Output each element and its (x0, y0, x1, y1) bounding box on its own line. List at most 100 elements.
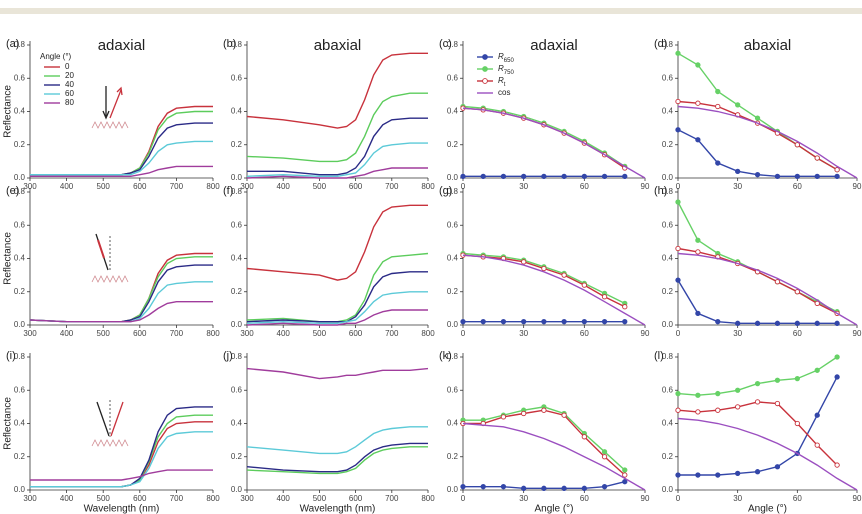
x-tick-label: 60 (793, 329, 802, 338)
x-tick-label: 400 (60, 182, 74, 191)
x-tick-label: 0 (461, 494, 466, 503)
point (735, 470, 741, 477)
y-tick-label: 0.6 (447, 220, 459, 229)
leaf-surface (91, 121, 129, 129)
point (695, 310, 701, 317)
point (754, 115, 761, 121)
point (695, 249, 701, 255)
y-tick-label: 0.2 (14, 140, 26, 149)
point (500, 414, 507, 420)
y-tick-label: 0.0 (662, 173, 674, 182)
series-line (30, 421, 213, 488)
point (754, 380, 761, 387)
point (601, 319, 608, 325)
point (601, 173, 608, 179)
legend-subscript: t (504, 82, 506, 88)
series-line (678, 376, 838, 476)
y-tick-label: 0.6 (662, 220, 674, 229)
reflected-arrow (109, 89, 122, 119)
series-line (462, 107, 626, 169)
point (814, 173, 820, 179)
y-tick-label: 0.6 (14, 73, 26, 82)
point (581, 319, 587, 325)
point (735, 320, 741, 326)
x-tick-label: 500 (313, 329, 327, 338)
point (541, 319, 547, 325)
panel-label: (h) (654, 185, 667, 197)
y-tick-label: 0.8 (14, 40, 26, 49)
top-band (0, 8, 862, 14)
x-tick-label: 600 (349, 494, 363, 503)
y-tick-label: 0.2 (231, 287, 243, 296)
y-tick-label: 0.2 (662, 140, 674, 149)
point (715, 319, 721, 325)
y-tick-label: 0.8 (14, 352, 26, 361)
point (521, 410, 527, 417)
legend-marker (482, 66, 488, 72)
panel-label: (g) (439, 185, 452, 197)
y-tick-label: 0.8 (231, 352, 243, 361)
point (675, 390, 681, 397)
series-line (246, 271, 428, 323)
point (601, 484, 608, 490)
y-tick-label: 0.2 (447, 140, 459, 149)
x-tick-label: 400 (60, 494, 74, 503)
inset-a (91, 86, 129, 129)
y-tick-label: 0.8 (662, 352, 674, 361)
point (794, 320, 800, 326)
series-line (677, 129, 838, 177)
point (715, 390, 721, 397)
point (735, 102, 741, 108)
y-tick-label: 0.2 (231, 452, 243, 461)
point (521, 259, 527, 265)
y-tick-label: 0.0 (14, 173, 26, 182)
point (794, 375, 800, 382)
point (675, 199, 681, 205)
leaf-surface (91, 439, 129, 447)
point (794, 420, 800, 427)
point (561, 272, 567, 278)
series-line (462, 254, 646, 326)
series-line (246, 204, 428, 281)
inset-i (91, 400, 129, 447)
point (601, 294, 608, 300)
x-tick-label: 30 (733, 329, 742, 338)
leaf-surface (91, 275, 129, 283)
point (601, 454, 608, 460)
x-tick-label: 0 (461, 329, 466, 338)
point (715, 160, 721, 166)
series-line (462, 107, 646, 179)
point (541, 485, 547, 491)
y-tick-label: 0.0 (447, 320, 459, 329)
point (581, 434, 587, 440)
point (480, 173, 486, 179)
point (695, 237, 701, 243)
point (601, 449, 608, 455)
y-tick-label: 0.6 (14, 385, 26, 394)
y-tick-label: 0.8 (231, 187, 243, 196)
series-line (30, 406, 213, 488)
y-tick-label: 0.4 (447, 419, 459, 428)
panel-label: (d) (654, 38, 667, 50)
y-tick-label: 0.8 (231, 40, 243, 49)
point (715, 88, 721, 95)
point (622, 304, 628, 310)
point (675, 50, 681, 56)
y-tick-label: 0.0 (14, 320, 26, 329)
x-tick-label: 60 (580, 329, 589, 338)
point (480, 319, 486, 325)
y-tick-label: 0.8 (662, 40, 674, 49)
point (695, 137, 701, 143)
point (814, 155, 820, 161)
panel-title: adaxial (530, 37, 578, 54)
series-line (30, 431, 213, 488)
series-line (246, 446, 428, 475)
y-tick-label: 0.2 (14, 452, 26, 461)
panel-label: (l) (654, 350, 664, 362)
point (814, 442, 820, 448)
y-tick-label: 0.2 (447, 287, 459, 296)
y-tick-label: 0.4 (231, 419, 243, 428)
x-tick-label: 0 (676, 182, 681, 191)
series-line (246, 426, 428, 455)
